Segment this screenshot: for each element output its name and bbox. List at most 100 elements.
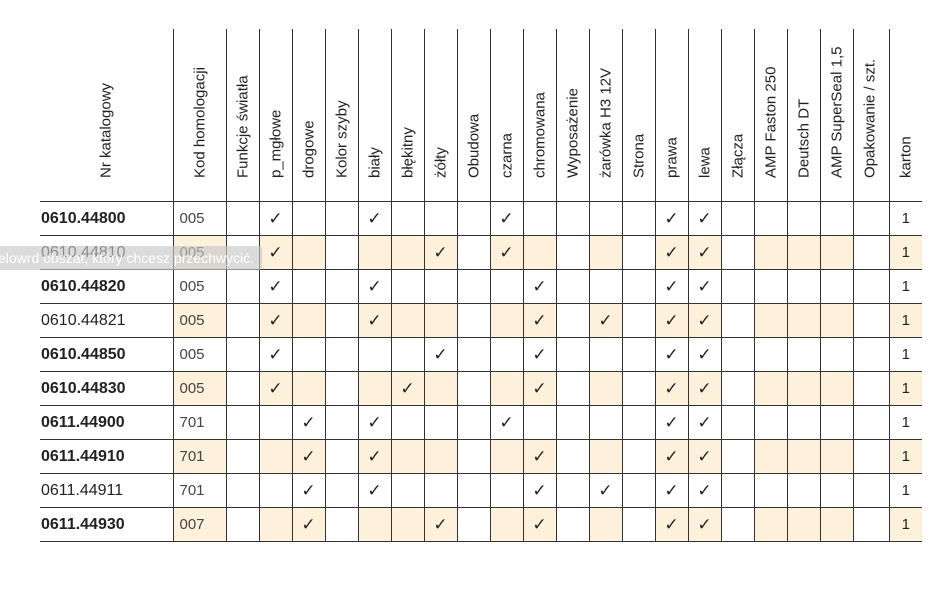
cell-empty <box>324 337 358 372</box>
cell-chromowana <box>522 235 556 270</box>
cell-empty <box>720 473 754 508</box>
cell-chromowana <box>522 201 556 236</box>
cell-czarna: ✓ <box>489 235 523 270</box>
cell-drogowe: ✓ <box>291 405 325 440</box>
cell-czarna <box>489 269 523 304</box>
cell-zarowka <box>588 337 622 372</box>
cell-drogowe <box>291 201 325 236</box>
table-row: 0610.44821 005 ✓ ✓ ✓ ✓ ✓ ✓ 1 <box>40 303 922 338</box>
row-separator <box>886 371 889 406</box>
cell-blekitny <box>390 337 424 372</box>
check-icon: ✓ <box>268 242 283 262</box>
cell-empty <box>324 507 358 542</box>
cell-empty <box>555 303 589 338</box>
cell-p-mglowe: ✓ <box>258 303 292 338</box>
cell-prawa: ✓ <box>654 371 688 406</box>
cell-czarna <box>489 337 523 372</box>
cell-empty <box>621 201 655 236</box>
cell-empty <box>324 371 358 406</box>
cell-empty <box>753 337 787 372</box>
row-separator <box>886 303 889 338</box>
cell-empty <box>555 371 589 406</box>
check-icon: ✓ <box>697 344 712 364</box>
cell-p-mglowe: ✓ <box>258 269 292 304</box>
cell-empty <box>819 303 853 338</box>
table-row: 0611.44911 701 ✓ ✓ ✓ ✓ ✓ ✓ 1 <box>40 473 922 508</box>
cell-prawa: ✓ <box>654 303 688 338</box>
cell-lewa: ✓ <box>687 337 721 372</box>
check-icon: ✓ <box>664 208 679 228</box>
cell-chromowana: ✓ <box>522 473 556 508</box>
cell-empty <box>753 235 787 270</box>
cell-empty <box>852 405 886 440</box>
check-icon: ✓ <box>664 378 679 398</box>
header-label: Kod homologacji <box>191 67 208 178</box>
cell-czarna <box>489 303 523 338</box>
cell-zolty: ✓ <box>423 235 457 270</box>
header-p-mglowe: p_mgłowe <box>258 29 292 202</box>
carton-count: 1 <box>888 371 922 406</box>
cell-empty <box>456 507 490 542</box>
cell-prawa: ✓ <box>654 337 688 372</box>
cell-lewa: ✓ <box>687 201 721 236</box>
header-label: prawa <box>663 137 680 178</box>
check-icon: ✓ <box>400 378 415 398</box>
cell-empty <box>852 473 886 508</box>
cell-empty <box>786 439 820 474</box>
cell-empty <box>852 201 886 236</box>
row-separator <box>886 201 889 236</box>
check-icon: ✓ <box>532 310 547 330</box>
cell-zarowka <box>588 371 622 406</box>
cell-lewa: ✓ <box>687 269 721 304</box>
check-icon: ✓ <box>697 446 712 466</box>
cell-empty <box>225 269 259 304</box>
cell-empty <box>456 235 490 270</box>
cell-blekitny <box>390 405 424 440</box>
check-icon: ✓ <box>268 208 283 228</box>
cell-empty <box>456 201 490 236</box>
check-icon: ✓ <box>367 276 382 296</box>
cell-empty <box>753 439 787 474</box>
check-icon: ✓ <box>367 446 382 466</box>
check-icon: ✓ <box>532 276 547 296</box>
cell-p-mglowe: ✓ <box>258 371 292 406</box>
cell-empty <box>324 269 358 304</box>
cell-empty <box>720 235 754 270</box>
cell-empty <box>324 235 358 270</box>
cell-empty <box>720 405 754 440</box>
header-amp-superseal: AMP SuperSeal 1,5 <box>819 29 853 202</box>
check-icon: ✓ <box>301 480 316 500</box>
header-row: Nr katalogowy Kod homologacji Funkcje świa… <box>40 29 922 202</box>
cell-chromowana <box>522 405 556 440</box>
cell-prawa: ✓ <box>654 439 688 474</box>
cell-p-mglowe <box>258 507 292 542</box>
cell-zolty <box>423 371 457 406</box>
check-icon: ✓ <box>598 310 613 330</box>
cell-zarowka <box>588 507 622 542</box>
cell-empty <box>225 405 259 440</box>
cell-blekitny <box>390 439 424 474</box>
cell-p-mglowe <box>258 473 292 508</box>
homologation-code: 701 <box>172 405 226 440</box>
cell-empty <box>819 201 853 236</box>
cell-prawa: ✓ <box>654 507 688 542</box>
check-icon: ✓ <box>664 242 679 262</box>
cell-drogowe <box>291 235 325 270</box>
header-label: Nr katalogowy <box>97 82 115 178</box>
cell-empty <box>225 439 259 474</box>
check-icon: ✓ <box>664 276 679 296</box>
cell-empty <box>555 439 589 474</box>
cell-lewa: ✓ <box>687 303 721 338</box>
homologation-code: 005 <box>172 371 226 406</box>
capture-tooltip: elowrd obszar, który chcesz przechwycić. <box>0 246 262 270</box>
catalog-number: 0611.44930 <box>40 507 173 542</box>
check-icon: ✓ <box>697 276 712 296</box>
check-icon: ✓ <box>268 310 283 330</box>
cell-empty <box>852 235 886 270</box>
cell-chromowana: ✓ <box>522 439 556 474</box>
check-icon: ✓ <box>664 514 679 534</box>
cell-empty <box>555 473 589 508</box>
row-separator <box>886 269 889 304</box>
cell-chromowana: ✓ <box>522 507 556 542</box>
cell-empty <box>819 473 853 508</box>
